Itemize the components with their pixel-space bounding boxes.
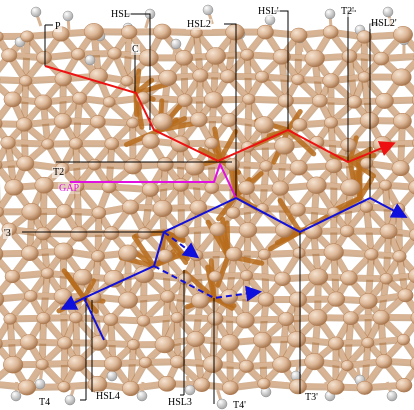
label-gap: GAP: [58, 183, 81, 194]
label-t3-left: '3: [3, 228, 12, 239]
label-t3-prime: T3': [304, 392, 319, 403]
label-t2-prime: T2': [340, 6, 355, 17]
label-hsl2-prime: HSL2': [370, 18, 398, 29]
label-t4-prime: T4': [232, 400, 247, 410]
label-hsl2: HSL2: [186, 19, 212, 30]
label-p: P: [54, 21, 62, 32]
label-hsl: HSL: [110, 9, 131, 20]
label-hsl4: HSL4: [95, 391, 121, 402]
label-hsl3: HSL3: [167, 397, 193, 408]
label-t2: T2: [52, 167, 66, 178]
label-c: C: [131, 44, 140, 55]
diffusion-paths: [44, 65, 408, 341]
label-t4: T4: [38, 397, 52, 408]
label-hsl-prime: HSL': [257, 6, 280, 17]
silicon-atoms: [0, 23, 414, 397]
